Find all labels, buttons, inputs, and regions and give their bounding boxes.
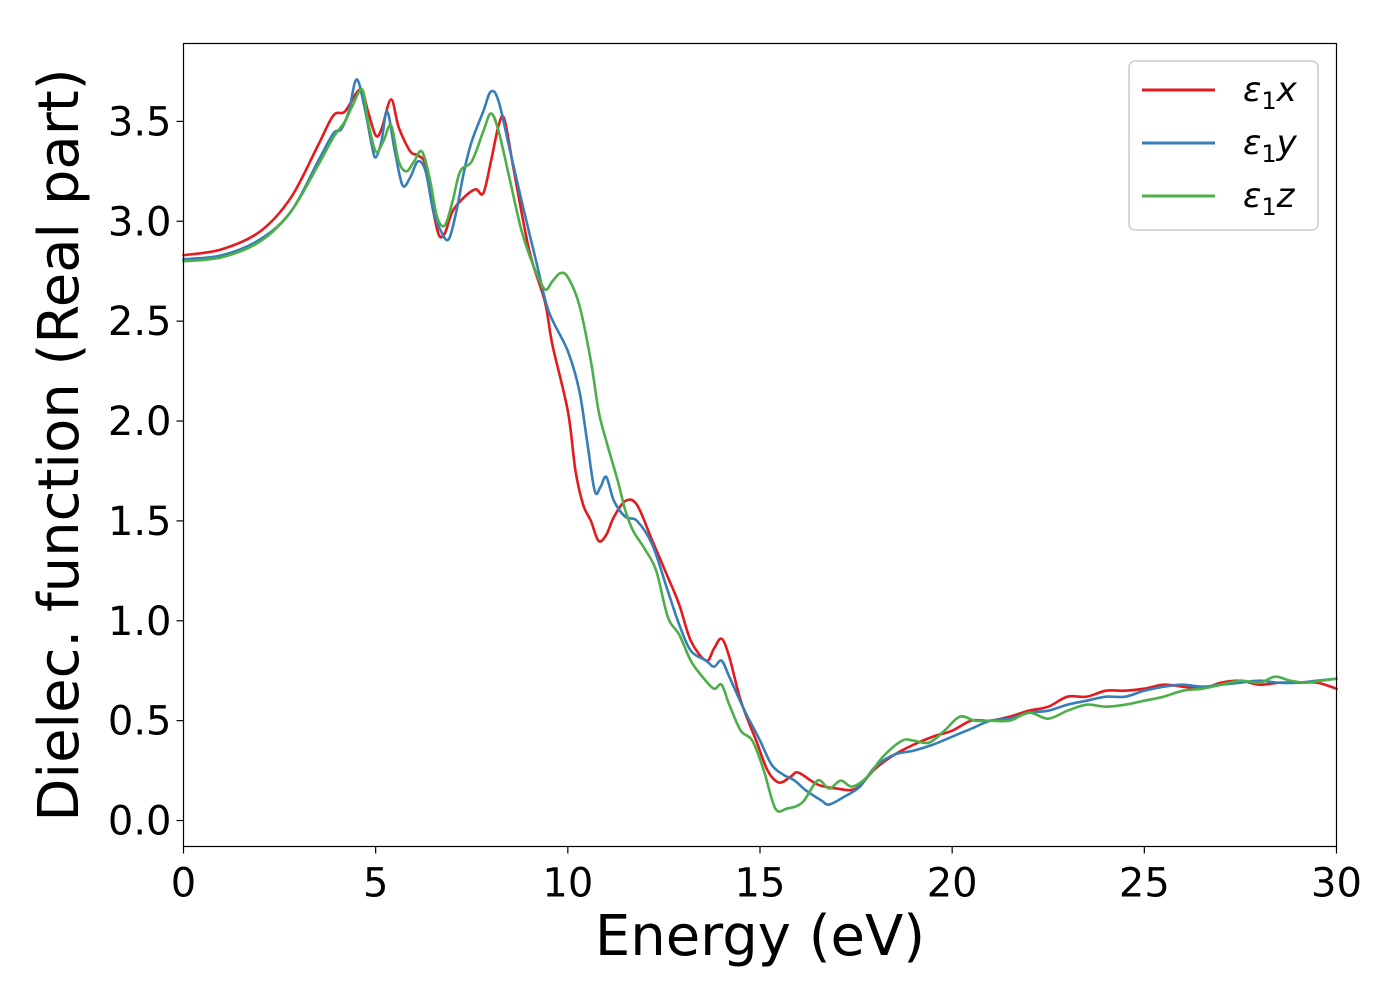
series-layer xyxy=(182,78,1338,813)
legend-box xyxy=(1128,60,1319,231)
y-tick-label: 2.0 xyxy=(108,399,172,445)
x-tick-label: 10 xyxy=(542,861,593,907)
y-tick-label: 3.0 xyxy=(108,199,172,245)
series-line-y xyxy=(182,78,1338,806)
x-tick-label: 0 xyxy=(171,861,196,907)
y-axis-title: Dielec. function (Real part) xyxy=(27,68,92,821)
legend: ε1x ε1y ε1z xyxy=(1128,60,1319,231)
x-axis-title: Energy (eV) xyxy=(595,904,925,969)
y-tick-label: 1.5 xyxy=(108,499,172,545)
x-tick-label: 15 xyxy=(735,861,786,907)
legend-label-y: ε1y xyxy=(1243,123,1298,168)
series-line-z xyxy=(182,87,1338,813)
y-tick-label: 3.5 xyxy=(108,99,172,145)
y-tick-label: 2.5 xyxy=(108,299,172,345)
y-tick-label: 0.0 xyxy=(108,799,172,845)
y-axis-ticks: 0.0 0.5 1.0 1.5 2.0 2.5 3.0 3.5 xyxy=(108,99,184,845)
y-tick-label: 1.0 xyxy=(108,599,172,645)
x-tick-label: 30 xyxy=(1311,861,1362,907)
series-line-x xyxy=(182,88,1338,792)
x-tick-label: 20 xyxy=(927,861,978,907)
y-tick-label: 0.5 xyxy=(108,699,172,745)
legend-label-z: ε1z xyxy=(1243,176,1296,221)
legend-label-x: ε1x xyxy=(1243,70,1298,115)
x-tick-label: 25 xyxy=(1119,861,1170,907)
x-tick-label: 5 xyxy=(363,861,388,907)
x-axis-ticks: 0 5 10 15 20 25 30 xyxy=(171,846,1362,907)
